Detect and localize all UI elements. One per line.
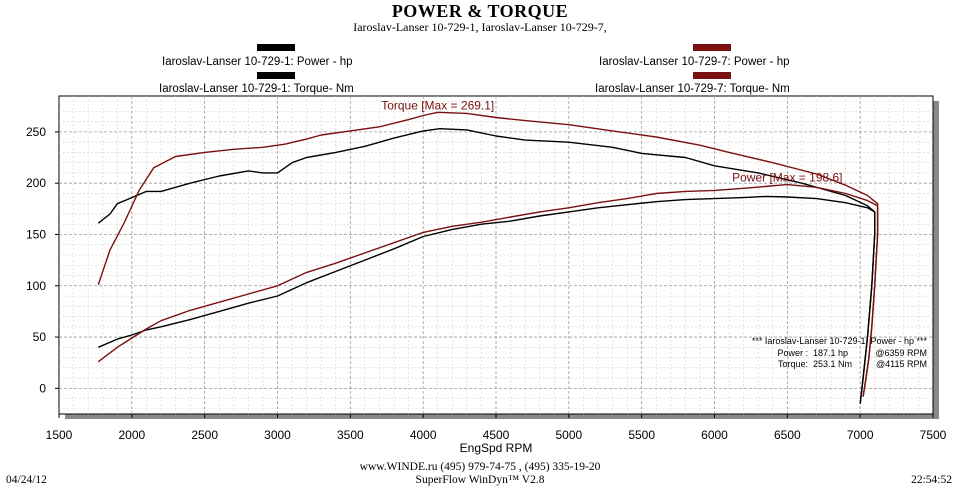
legend-label-run7-power: Iaroslav-Lanser 10-729-7: Power - hp: [599, 56, 790, 68]
x-tick-label: 7500: [920, 428, 947, 442]
major-grid: [59, 96, 933, 414]
chart-subtitle: Iaroslav-Lanser 10-729-1, Iaroslav-Lanse…: [353, 20, 607, 34]
x-axis-label: EngSpd RPM: [460, 441, 533, 455]
series-lines: [97, 111, 879, 404]
x-tick-label: 3000: [264, 428, 291, 442]
x-tick-label: 5000: [555, 428, 582, 442]
legend-label-run1-power: Iaroslav-Lanser 10-729-1: Power - hp: [162, 56, 353, 68]
x-tick-label: 2500: [191, 428, 218, 442]
x-tick-label: 2000: [118, 428, 145, 442]
summary-rpm: @4115 RPM: [876, 359, 927, 369]
summary-box: *** Iaroslav-Lanser 10-729-1: Power - hp…: [752, 336, 928, 369]
footer-time: 22:54:52: [911, 474, 952, 486]
x-tick-label: 5500: [628, 428, 655, 442]
summary-label: Power :: [777, 348, 808, 358]
y-tick-label: 200: [26, 176, 46, 190]
chart-annotations: Torque [Max = 269.1] Power [Max = 198.6]: [381, 98, 842, 184]
x-tick-label: 1500: [46, 428, 73, 442]
footer-date: 04/24/12: [6, 474, 47, 486]
series-line-1: [98, 195, 876, 404]
y-tick-label: 150: [26, 227, 46, 241]
x-tick-label: 7000: [847, 428, 874, 442]
legend-label-run7-torque: Iaroslav-Lanser 10-729-7: Torque- Nm: [595, 83, 790, 95]
legend-swatch-run1-torque: [257, 72, 295, 79]
summary-label: Torque:: [778, 359, 808, 369]
legend-label-run1-torque: Iaroslav-Lanser 10-729-1: Torque- Nm: [159, 83, 354, 95]
annotation-label-1: Torque [Max = 269.1]: [381, 98, 494, 112]
series-line-2: [97, 127, 876, 404]
axis-ticks: 1500 2000 2500 3000 3500 4000 4500 5000 5500 6000…: [26, 125, 947, 442]
summary-rpm: @6359 RPM: [875, 348, 927, 358]
legend-swatch-run1-power: [257, 44, 295, 51]
x-tick-label: 3500: [337, 428, 364, 442]
legend-swatch-run7-power: [693, 44, 731, 51]
x-tick-label: 6500: [774, 428, 801, 442]
x-tick-label: 6000: [701, 428, 728, 442]
chart-title: POWER & TORQUE: [391, 1, 569, 21]
series-line-4: [97, 111, 879, 397]
summary-value: 187.1 hp: [813, 348, 848, 358]
x-tick-label: 4500: [483, 428, 510, 442]
y-tick-label: 50: [33, 330, 47, 344]
annotation-label-2: Power [Max = 198.6]: [732, 171, 842, 185]
summary-value: 253.1 Nm: [813, 359, 852, 369]
x-tick-label: 4000: [410, 428, 437, 442]
summary-header: *** Iaroslav-Lanser 10-729-1: Power - hp…: [752, 336, 928, 346]
footer-contact: www.WINDE.ru (495) 979-74-75 , (495) 335…: [359, 461, 601, 473]
y-tick-label: 100: [26, 279, 46, 293]
y-tick-label: 250: [26, 125, 46, 139]
legend-swatch-run7-torque: [693, 72, 731, 79]
y-tick-label: 0: [39, 381, 46, 395]
footer-app-version: SuperFlow WinDyn™ V2.8: [415, 474, 545, 486]
